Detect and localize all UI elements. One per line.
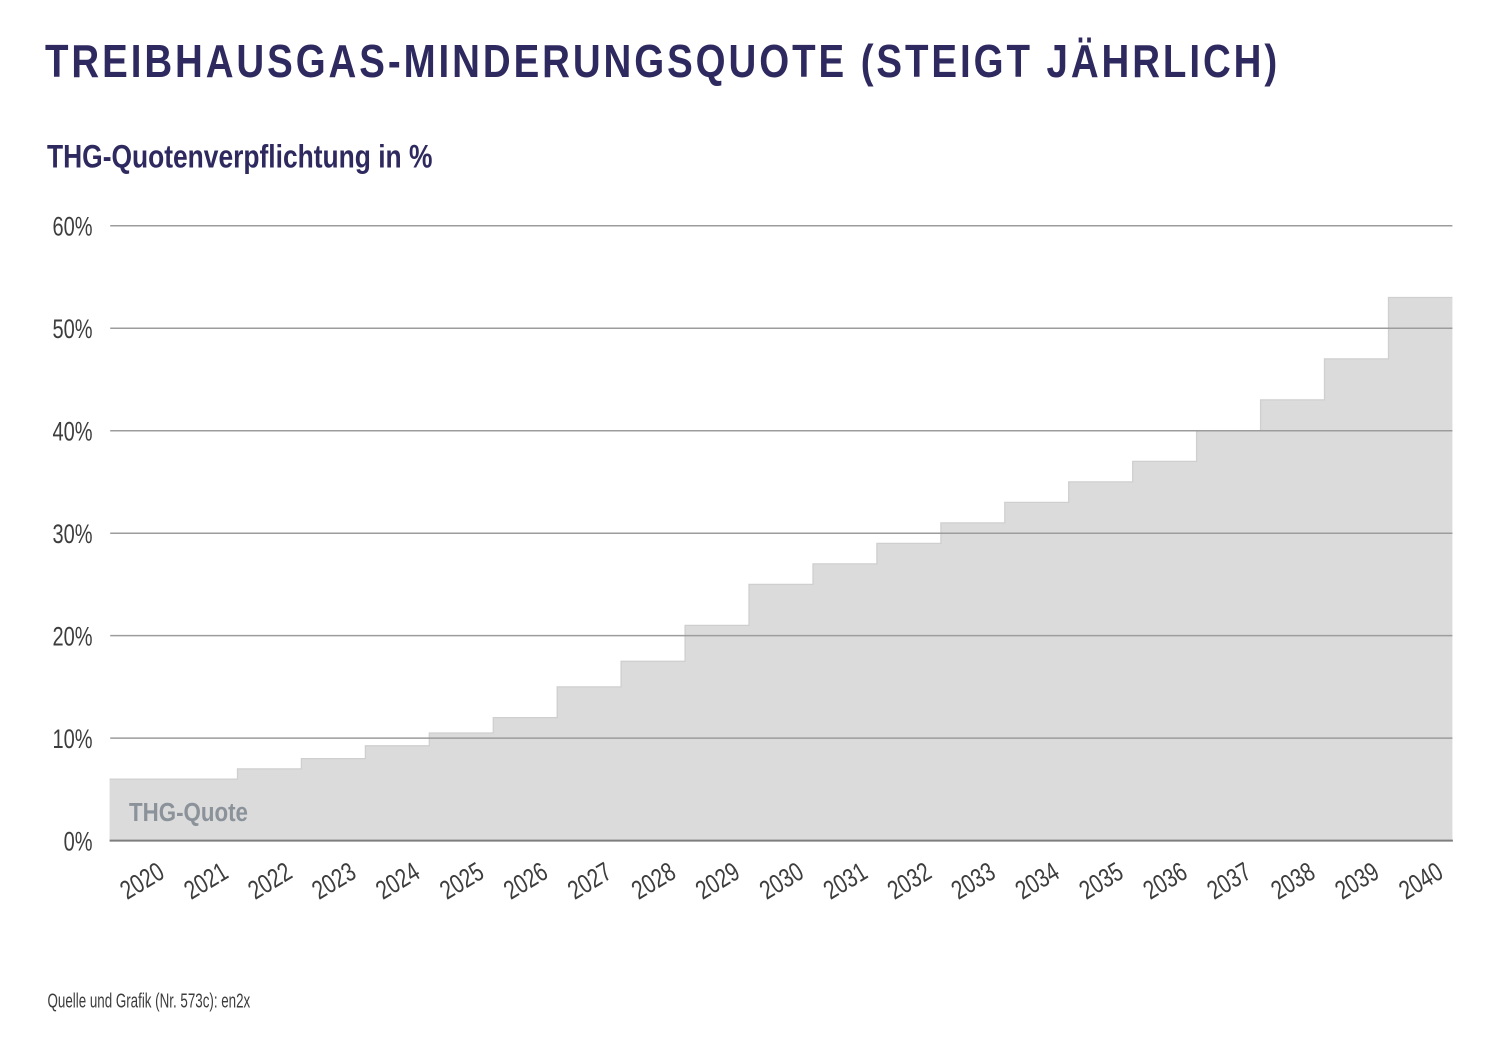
svg-text:60%: 60%	[52, 212, 92, 241]
svg-text:40%: 40%	[52, 417, 92, 446]
svg-text:THG-Quotenverpflichtung in %: THG-Quotenverpflichtung in %	[47, 139, 432, 175]
svg-text:20%: 20%	[52, 622, 92, 651]
svg-text:10%: 10%	[52, 724, 92, 753]
svg-text:Quelle und Grafik (Nr. 573c):: Quelle und Grafik (Nr. 573c): en2x	[48, 990, 251, 1012]
svg-text:0%: 0%	[64, 827, 93, 856]
svg-text:30%: 30%	[52, 519, 92, 548]
svg-text:50%: 50%	[52, 314, 92, 343]
svg-text:TREIBHAUSGAS-MINDERUNGSQUOTE (: TREIBHAUSGAS-MINDERUNGSQUOTE (STEIGT JÄH…	[45, 36, 1280, 87]
svg-text:THG-Quote: THG-Quote	[129, 798, 248, 827]
